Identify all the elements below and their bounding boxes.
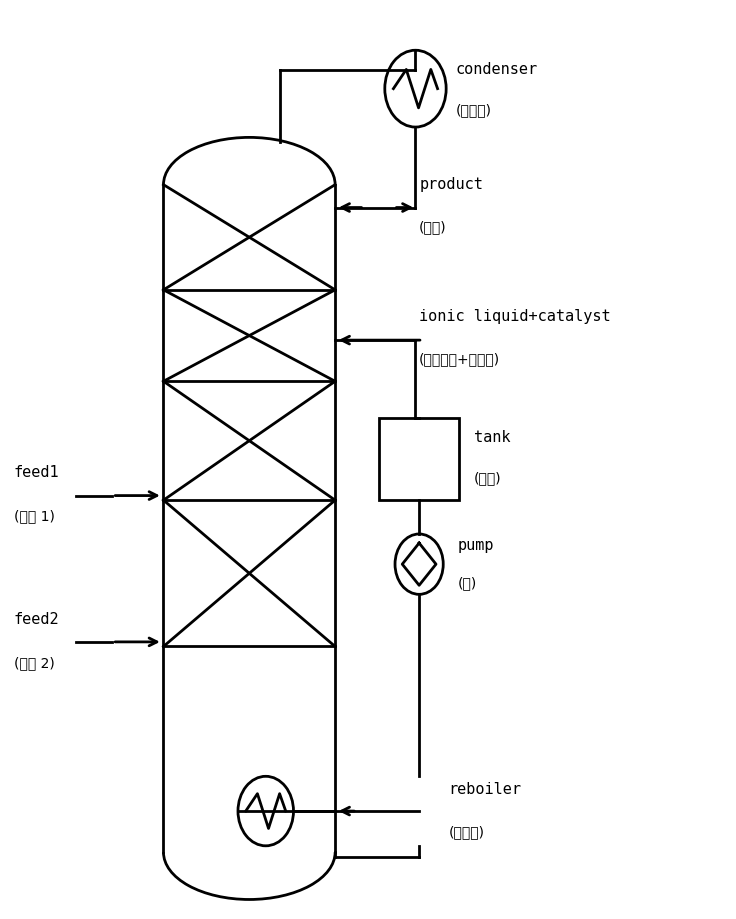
Text: tank: tank (474, 429, 510, 444)
Bar (379, 418, 459, 501)
Text: (冷凝器): (冷凝器) (456, 103, 492, 117)
Text: reboiler: reboiler (448, 781, 521, 796)
Text: ionic liquid+catalyst: ionic liquid+catalyst (419, 309, 611, 323)
Text: (泵): (泵) (458, 576, 477, 590)
Text: (进料 1): (进料 1) (14, 509, 54, 523)
Text: (储罐): (储罐) (474, 471, 501, 484)
Text: pump: pump (458, 537, 495, 552)
Text: (离子液体+傅化剤): (离子液体+傅化剤) (419, 352, 500, 366)
Text: product: product (419, 177, 483, 192)
Text: (产品): (产品) (419, 220, 447, 233)
Text: condenser: condenser (456, 62, 538, 77)
Text: feed2: feed2 (14, 611, 60, 626)
Text: (进料 2): (进料 2) (14, 655, 54, 669)
Text: (再沸器): (再沸器) (448, 824, 484, 838)
Text: feed1: feed1 (14, 465, 60, 480)
